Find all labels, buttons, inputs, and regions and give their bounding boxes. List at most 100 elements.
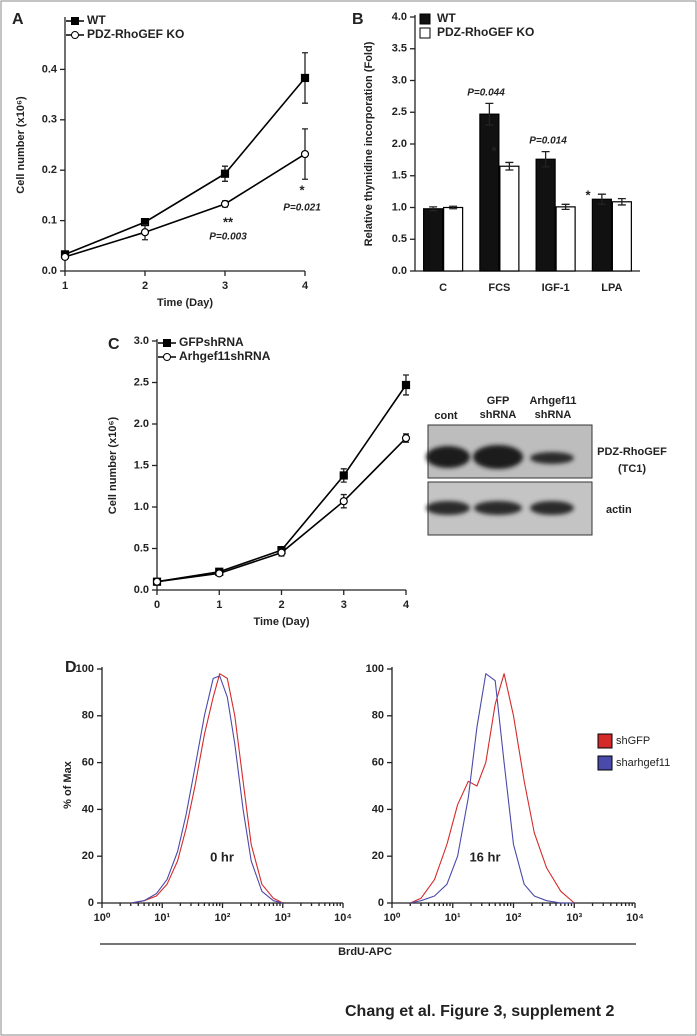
annotation: 16 hr	[469, 849, 500, 864]
x-tick-label: 1	[216, 599, 222, 611]
panel-letter: B	[352, 11, 364, 28]
lane-label: GFP	[487, 395, 510, 407]
legend-marker	[163, 353, 171, 361]
legend-label: shGFP	[616, 735, 650, 747]
x-tick-label: 10⁴	[626, 912, 644, 924]
marker	[277, 548, 286, 557]
x-tick-label: 4	[403, 599, 410, 611]
annotation: P=0.044	[467, 88, 505, 99]
band	[530, 452, 574, 464]
error-bar	[505, 161, 514, 171]
marker	[152, 577, 162, 586]
annotation: P=0.014	[529, 136, 567, 147]
row-label: (TC1)	[618, 463, 646, 475]
western-blot: cont GFP shRNA Arhgef11 shRNA PDZ-RhoGEF…	[426, 395, 667, 536]
x-tick-label: 1	[62, 280, 68, 292]
marker	[300, 149, 310, 159]
x-axis-label: Time (Day)	[253, 616, 309, 628]
y-tick-label: 20	[82, 850, 94, 862]
y-tick-label: 1.5	[392, 170, 407, 182]
bar	[499, 165, 520, 272]
x-tick-label: 10⁰	[94, 912, 111, 924]
y-tick-label: 80	[372, 710, 384, 722]
y-tick-label: 0	[88, 897, 94, 909]
legend-swatch	[597, 733, 613, 749]
x-tick-label: 2	[278, 599, 284, 611]
annotation: **	[223, 214, 234, 229]
marker	[401, 434, 411, 443]
error-bar	[541, 150, 550, 168]
annotation: *	[491, 143, 497, 158]
y-tick-label: 0.5	[134, 542, 149, 554]
panel-letter: D	[65, 659, 77, 676]
y-axis-label: % of Max	[62, 760, 74, 809]
marker	[300, 73, 310, 83]
y-tick-label: 2.0	[392, 138, 407, 150]
bar	[443, 206, 464, 272]
y-tick-label: 0.4	[42, 63, 58, 75]
bar	[479, 113, 500, 272]
y-tick-label: 0	[378, 897, 384, 909]
band	[530, 501, 574, 515]
y-tick-label: 40	[372, 803, 384, 815]
band	[473, 445, 523, 469]
band	[426, 501, 470, 515]
y-tick-label: 20	[372, 850, 384, 862]
y-tick-label: 1.0	[134, 501, 149, 513]
x-tick-label: 3	[222, 280, 228, 292]
y-tick-label: 3.0	[392, 74, 407, 86]
y-tick-label: 40	[82, 803, 94, 815]
annotation: P=0.021	[283, 203, 321, 214]
y-tick-label: 0.0	[134, 584, 149, 596]
row-label: PDZ-RhoGEF	[597, 446, 667, 458]
legend-swatch	[419, 27, 431, 39]
legend-label: sharhgef11	[616, 757, 670, 769]
y-tick-label: 100	[366, 663, 384, 675]
x-tick-label: LPA	[601, 282, 622, 294]
y-tick-label: 1.0	[392, 201, 407, 213]
bar	[423, 208, 444, 272]
x-tick-label: 3	[341, 599, 347, 611]
lane-label: Arhgef11	[529, 395, 576, 407]
x-tick-label: 10³	[566, 912, 582, 924]
x-tick-label: 10²	[506, 912, 522, 924]
bar	[611, 201, 632, 272]
panel-letter: A	[12, 11, 24, 28]
y-tick-label: 2.5	[392, 106, 407, 118]
error-bar	[597, 193, 606, 205]
legend-label: GFPshRNA	[179, 335, 244, 349]
legend-swatch	[597, 755, 613, 771]
annotation: *	[299, 182, 305, 197]
x-tick-label: 10¹	[445, 912, 461, 924]
y-axis-label: Relative thymidine incorporation (Fold)	[363, 41, 375, 246]
x-tick-label: 0	[154, 599, 160, 611]
y-tick-label: 2.0	[134, 418, 149, 430]
x-axis-label: BrdU-APC	[338, 946, 392, 958]
legend-label: PDZ-RhoGEF KO	[87, 27, 184, 41]
error-bar	[449, 205, 458, 210]
y-axis-label: Cell number (x10⁶)	[107, 416, 119, 514]
marker	[215, 569, 224, 578]
line	[64, 153, 306, 258]
legend-marker	[71, 17, 79, 25]
y-tick-label: 4.0	[392, 11, 407, 23]
histogram-curve	[410, 673, 575, 904]
marker	[339, 471, 348, 480]
marker	[220, 169, 230, 178]
y-tick-label: 100	[76, 663, 94, 675]
x-tick-label: 10¹	[154, 912, 170, 924]
panel-letter: C	[108, 336, 120, 353]
annotation: 0 hr	[210, 849, 234, 864]
histogram-curve	[410, 673, 575, 904]
annotation: P=0.003	[209, 232, 247, 243]
histogram-curve	[130, 675, 283, 904]
legend-label: Arhgef11shRNA	[179, 349, 271, 363]
lane-label: shRNA	[535, 409, 572, 421]
legend-label: PDZ-RhoGEF KO	[437, 25, 534, 39]
y-axis-label: Cell number (x10⁶)	[15, 96, 27, 194]
bar	[555, 206, 576, 272]
x-tick-label: FCS	[488, 282, 510, 294]
x-tick-label: 4	[302, 280, 309, 292]
y-tick-label: 0.2	[42, 164, 57, 176]
